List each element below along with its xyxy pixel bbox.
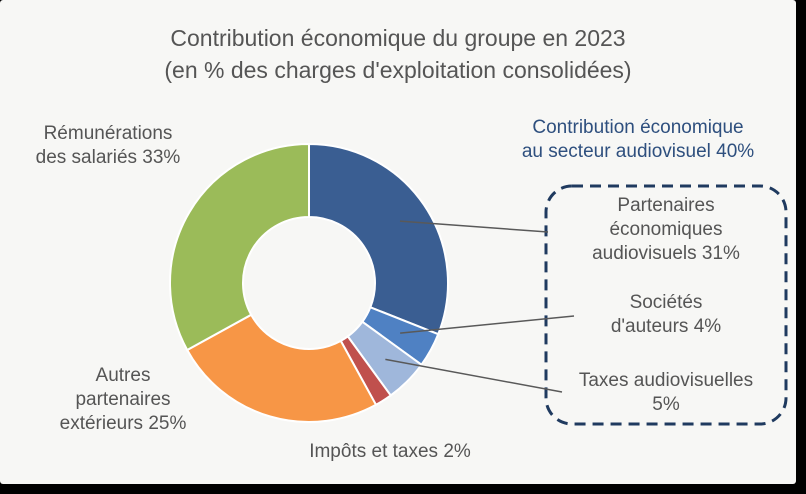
leader-line-partenaires-conomiques-audiovisuels — [399, 220, 549, 233]
audiovisual-group-box — [544, 184, 788, 426]
leader-lines — [385, 220, 575, 393]
leader-line-soci-t-s-d-auteurs — [400, 315, 575, 334]
chart-title-line-2: (en % des charges d'exploitation consoli… — [164, 57, 632, 83]
chart-frame: Contribution économique du groupe en 202… — [0, 0, 796, 484]
chart-title-line-1: Contribution économique du groupe en 202… — [170, 25, 626, 51]
slice-label-impots-taxes: Impôts et taxes 2% — [309, 441, 471, 462]
group-label-audiovisual-contribution: Contribution économique au secteur audio… — [521, 117, 755, 162]
chart-title: Contribution économique du groupe en 202… — [0, 22, 796, 86]
leader-line-taxes-audiovisuelles — [385, 358, 563, 393]
donut-chart — [169, 142, 788, 426]
slice-label-autres-partenaires: Autres partenaires extérieurs 25% — [59, 365, 187, 434]
slice-autres-partenaires-ext-rieurs — [185, 313, 378, 423]
slice-r-mun-rations-des-salari-s — [169, 142, 310, 352]
slice-label-remunerations: Rémunérations des salariés 33% — [35, 123, 181, 168]
slice-label-societes-auteurs: Sociétés d'auteurs 4% — [610, 292, 722, 337]
donut-slices — [169, 142, 449, 423]
slice-label-partenaires-audiovisuels: Partenaires économiques audiovisuels 31% — [592, 195, 740, 264]
slice-label-taxes-audiovisuelles: Taxes audiovisuelles 5% — [578, 370, 754, 415]
slice-partenaires-conomiques-audiovisuels — [308, 142, 449, 336]
